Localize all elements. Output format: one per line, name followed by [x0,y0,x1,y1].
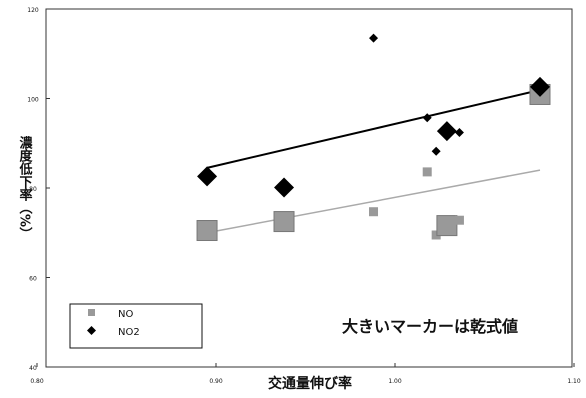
trendlines [206,89,541,234]
marker-no [454,215,464,225]
legend: NO NO2 [69,303,203,349]
y-axis-label: 濃度低下率（%） [17,135,34,240]
legend-no2-label: NO2 [118,327,140,338]
trendline-no2 [206,89,541,169]
marker-no2 [274,177,295,198]
legend-no-marker [88,309,95,316]
x-tick-label: 0.90 [209,378,223,385]
marker-no [369,207,379,217]
x-tick-label: 1.00 [388,378,402,385]
y-tick-label: 80 [29,186,37,193]
legend-no-label: NO [118,309,133,320]
marker-no [436,215,458,237]
x-tick-label: 1.10 [567,378,581,385]
x-axis-ticks: 0.80 0.90 1.00 1.10 [30,363,581,385]
marker-no2 [369,33,379,43]
data-markers [196,33,551,242]
y-tick-label: 60 [29,276,37,283]
marker-no [431,230,441,240]
marker-no2 [422,113,432,123]
y-tick-label: 100 [27,97,39,104]
annotation-text: 大きいマーカーは乾式値 [342,317,518,336]
marker-no [273,211,295,233]
marker-no [196,220,218,242]
trendline-no [206,169,541,234]
marker-no [422,167,432,177]
x-axis-label: 交通量伸び率 [268,375,352,392]
y-tick-label: 120 [27,7,39,14]
y-tick-label: 40 [29,365,37,372]
marker-no2 [436,121,457,142]
x-tick-label: 0.80 [30,378,44,385]
marker-no2 [431,146,441,156]
marker-no2 [454,128,464,138]
marker-no2 [197,166,218,187]
legend-no2-marker [87,326,96,335]
y-axis-ticks: 120 100 80 60 40 [27,7,50,372]
marker-no2 [529,76,550,97]
